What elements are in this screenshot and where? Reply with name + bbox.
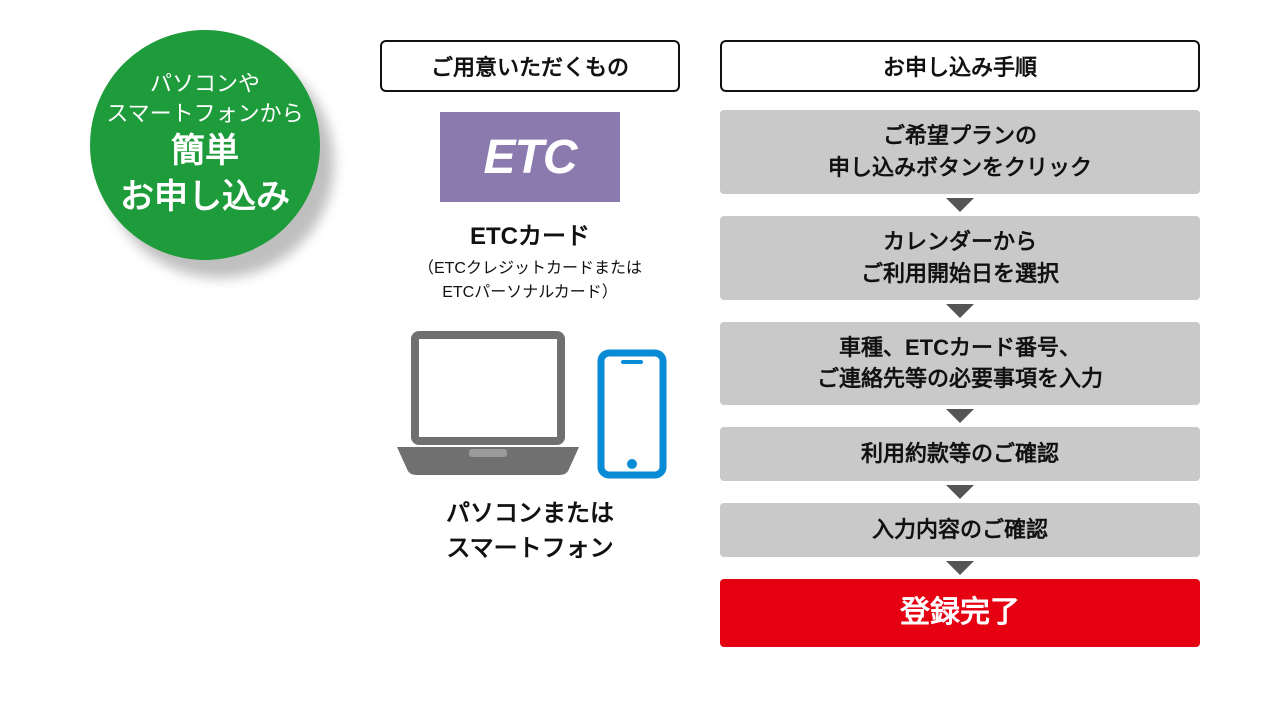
steps-column: お申し込み手順 ご希望プランの 申し込みボタンをクリックカレンダーから ご利用開…: [720, 40, 1200, 647]
etc-card-subtitle: （ETCクレジットカードまたは ETCパーソナルカード）: [380, 257, 680, 305]
badge-line-1: パソコンや: [150, 69, 260, 99]
requirements-header: ご用意いただくもの: [380, 40, 680, 92]
badge-line-3: 簡単: [171, 129, 239, 175]
step-final: 登録完了: [720, 579, 1200, 647]
device-caption-1: パソコンまたは: [446, 500, 614, 527]
steps-list: ご希望プランの 申し込みボタンをクリックカレンダーから ご利用開始日を選択車種、…: [720, 110, 1200, 647]
etc-logo-text: ETC: [484, 130, 577, 185]
requirements-column: ご用意いただくもの ETC ETCカード （ETCクレジットカードまたは ETC…: [380, 40, 680, 567]
device-caption: パソコンまたは スマートフォン: [380, 497, 680, 567]
etc-sub-1: （ETCクレジットカードまたは: [418, 260, 642, 277]
arrow-down-icon: [946, 198, 974, 212]
arrow-down-icon: [946, 561, 974, 575]
step-5: 入力内容のご確認: [720, 503, 1200, 557]
badge-line-2: スマートフォンから: [106, 99, 303, 129]
arrow-down-icon: [946, 485, 974, 499]
arrow-down-icon: [946, 409, 974, 423]
badge-line-4: お申し込み: [120, 175, 290, 221]
devices-illustration: [380, 329, 680, 479]
steps-header: お申し込み手順: [720, 40, 1200, 92]
step-2: カレンダーから ご利用開始日を選択: [720, 216, 1200, 300]
step-4: 利用約款等のご確認: [720, 427, 1200, 481]
etc-sub-2: ETCパーソナルカード）: [442, 284, 618, 301]
smartphone-icon: [597, 349, 667, 479]
etc-card-logo: ETC: [440, 112, 620, 202]
step-1: ご希望プランの 申し込みボタンをクリック: [720, 110, 1200, 194]
device-caption-2: スマートフォン: [446, 535, 613, 562]
easy-apply-badge: パソコンや スマートフォンから 簡単 お申し込み: [90, 30, 320, 260]
etc-card-title: ETCカード: [380, 216, 680, 251]
laptop-icon: [393, 329, 583, 479]
arrow-down-icon: [946, 304, 974, 318]
step-3: 車種、ETCカード番号、 ご連絡先等の必要事項を入力: [720, 322, 1200, 406]
